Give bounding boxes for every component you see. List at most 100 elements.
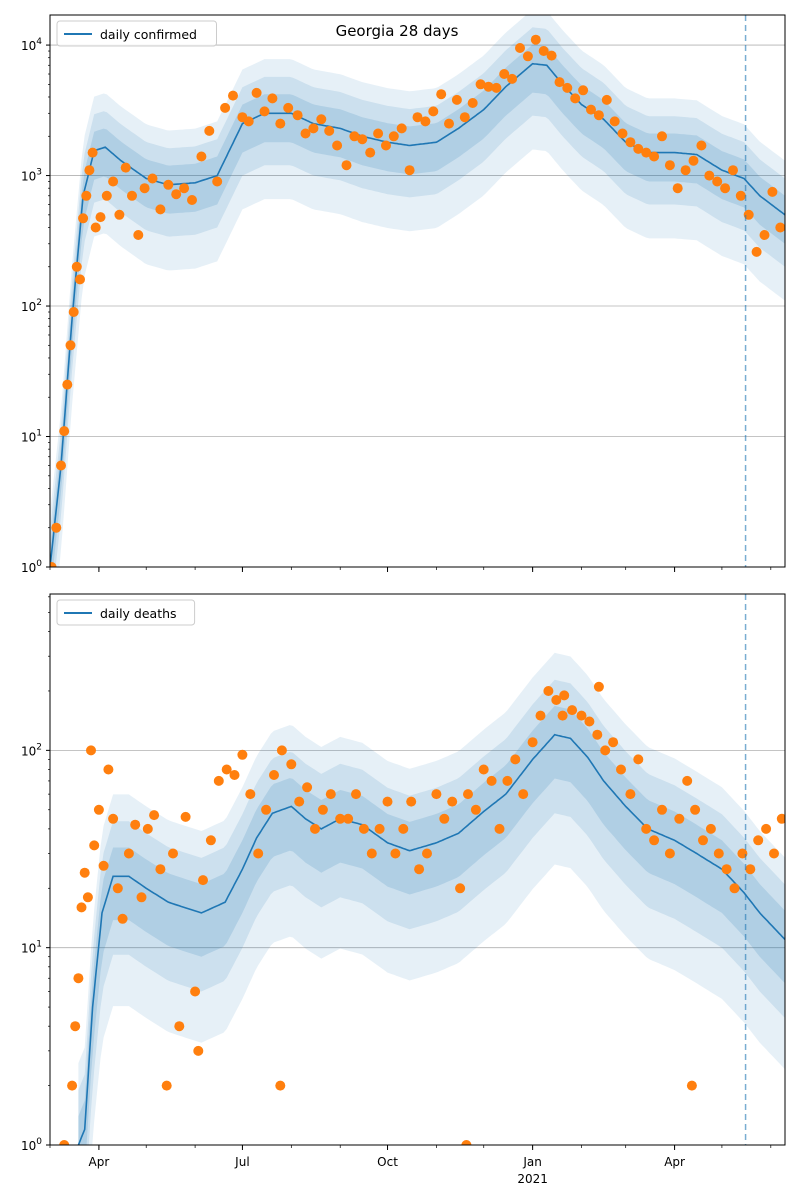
observed-point [420,116,431,127]
observed-point [388,131,399,142]
observed-point [163,179,174,190]
observed-point [56,460,66,471]
observed-point [294,796,305,807]
observed-point [73,973,84,984]
observed-point [171,189,182,200]
observed-point [775,222,785,233]
y-tick-exponent: 3 [36,168,42,178]
observed-point [414,864,425,875]
observed-point [688,155,699,166]
observed-point [86,745,96,756]
observed-point [459,112,470,123]
observed-point [205,835,216,846]
observed-point [193,1045,204,1056]
y-tick-exponent: 4 [36,37,42,47]
observed-point [220,102,231,113]
observed-point [276,745,287,756]
observed-point [93,804,104,815]
confidence-band-1 [50,15,785,567]
observed-point [325,789,336,800]
observed-point [161,1080,172,1091]
observed-point [117,913,128,924]
observed-point [62,379,73,390]
observed-point [680,165,691,176]
y-tick-exponent: 1 [36,429,42,439]
observed-point [682,775,693,786]
observed-point [538,46,549,56]
observed-point [382,796,393,807]
observed-point [267,93,278,104]
observed-point [357,134,368,145]
confidence-band-3 [78,705,785,1145]
observed-point [78,213,89,224]
observed-point [494,823,505,834]
observed-point [112,883,123,894]
observed-point [554,77,565,88]
observed-point [686,1080,697,1091]
observed-point [180,811,191,822]
observed-point [470,804,481,815]
observed-point [67,1080,78,1091]
observed-point [155,204,166,215]
observed-point [674,813,685,824]
observed-point [428,106,439,117]
observed-point [753,835,764,846]
observed-point [76,902,87,913]
x-tick-label: Apr [89,1155,110,1169]
observed-point [95,212,106,223]
observed-point [422,848,432,859]
observed-point [75,274,85,285]
observed-point [720,183,731,194]
observed-point [149,810,160,821]
y-tick-exponent: 1 [36,940,42,950]
y-tick-base: 10 [21,300,36,314]
observed-point [769,848,779,859]
observed-point [608,737,619,748]
observed-point [447,796,458,807]
observed-point [559,690,570,701]
observed-point [704,170,715,181]
observed-point [366,848,377,859]
observed-point [530,34,541,45]
observed-point [690,804,701,815]
observed-point [81,190,92,201]
observed-point [576,710,587,721]
observed-point [527,737,538,748]
observed-point [475,79,486,90]
observed-point [136,892,147,903]
confidence-band-2 [50,27,785,567]
observed-point [245,789,256,800]
observed-point [351,789,361,800]
observed-point [70,1021,81,1032]
observed-point [324,125,335,136]
observed-point [567,705,578,716]
observed-point [600,745,611,756]
observed-point [300,128,311,139]
chart-title: Georgia 28 days [336,22,459,40]
observed-point [672,183,683,194]
observed-point [412,112,423,123]
observed-point [641,823,652,834]
y-tick-base: 10 [21,561,36,575]
observed-point [127,190,137,201]
observed-point [308,123,319,134]
observed-point [657,804,667,815]
observed-point [87,147,98,158]
observed-point [335,813,346,824]
observed-point [515,43,525,53]
observed-point [198,875,208,886]
observed-point [68,307,79,317]
x-tick-label: Apr [664,1155,685,1169]
observed-point [103,764,114,775]
observed-point [696,140,707,151]
observed-point [261,804,272,815]
observed-point [310,823,320,834]
observed-point [358,823,369,834]
observed-point [609,116,620,127]
observed-point [253,848,264,859]
observed-point [483,81,494,92]
observed-point [120,162,131,173]
observed-point [168,848,178,859]
observed-point [374,823,385,834]
observed-point [735,190,746,201]
